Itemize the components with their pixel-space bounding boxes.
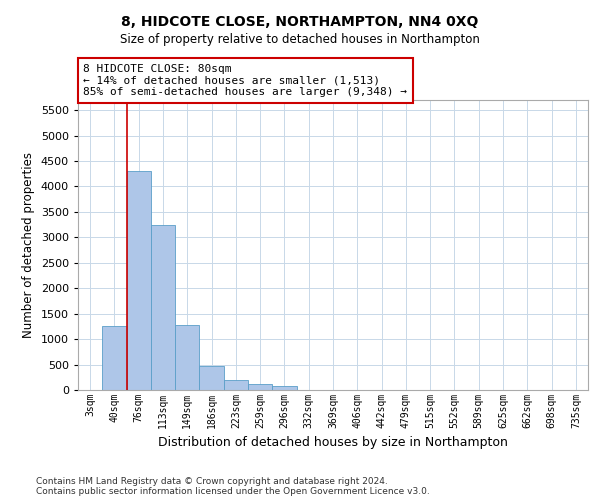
Bar [175,326,199,390]
Y-axis label: Number of detached properties: Number of detached properties [22,152,35,338]
X-axis label: Distribution of detached houses by size in Northampton: Distribution of detached houses by size … [158,436,508,450]
Text: Size of property relative to detached houses in Northampton: Size of property relative to detached ho… [120,32,480,46]
Bar [127,171,151,390]
Text: Contains public sector information licensed under the Open Government Licence v3: Contains public sector information licen… [36,488,430,496]
Bar [151,224,175,390]
Text: 8, HIDCOTE CLOSE, NORTHAMPTON, NN4 0XQ: 8, HIDCOTE CLOSE, NORTHAMPTON, NN4 0XQ [121,15,479,29]
Text: Contains HM Land Registry data © Crown copyright and database right 2024.: Contains HM Land Registry data © Crown c… [36,478,388,486]
Text: 8 HIDCOTE CLOSE: 80sqm
← 14% of detached houses are smaller (1,513)
85% of semi-: 8 HIDCOTE CLOSE: 80sqm ← 14% of detached… [83,64,407,97]
Bar [102,326,127,390]
Bar [248,384,272,390]
Bar [224,380,248,390]
Bar [272,386,296,390]
Bar [199,366,224,390]
